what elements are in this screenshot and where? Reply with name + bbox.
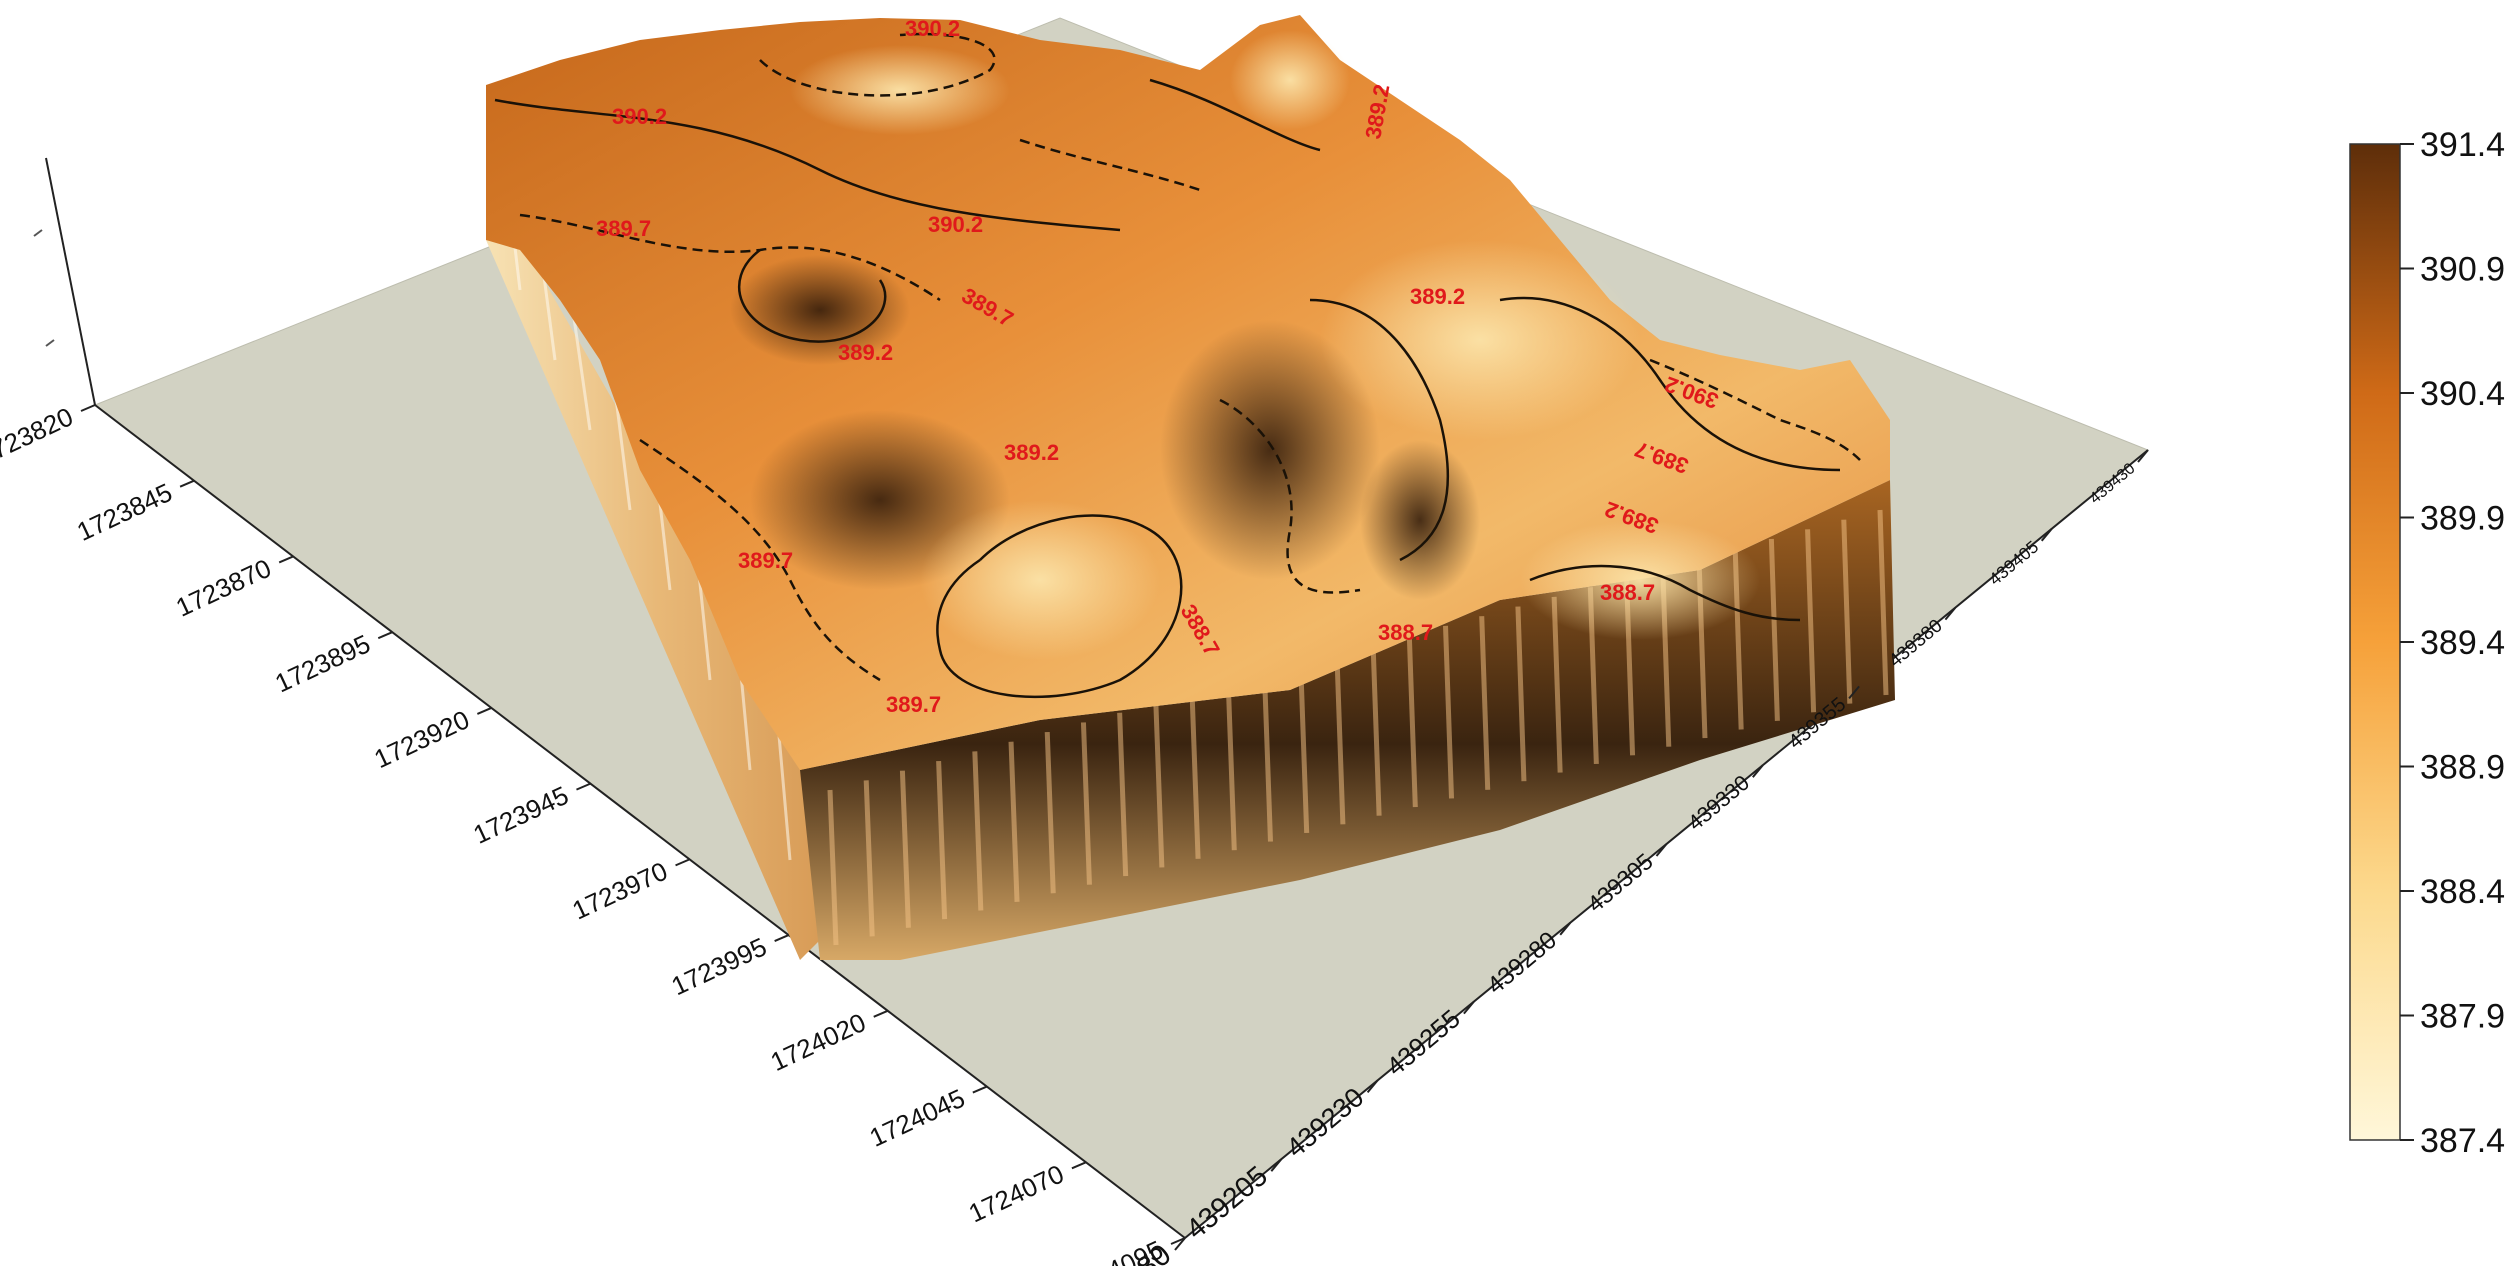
contour-lines (494, 32, 1861, 699)
wall-ridge (1044, 731, 1056, 894)
contour-label: 389.2 (838, 340, 893, 365)
x-axis-tick (1752, 764, 1764, 778)
y-axis-tick-label: 1724045 (865, 1083, 969, 1153)
colorbar-tick-label: 391.4 (2420, 126, 2505, 164)
y-axis-tick (576, 782, 591, 791)
contour-label: 389.2 (1410, 284, 1465, 309)
x-axis-tick (1174, 1237, 1186, 1251)
x-axis-tick (1559, 922, 1571, 936)
contour-label: 388.7 (1378, 620, 1433, 645)
y-axis-tick-label: 1723820 (0, 401, 78, 471)
z-axis-line (45, 157, 96, 406)
x-axis-tick (1463, 1000, 1475, 1015)
y-axis-tick (1071, 1161, 1087, 1170)
y-axis-tick-label: 1723970 (568, 856, 672, 926)
wall-ridge (1189, 693, 1201, 859)
y-axis-tick (179, 479, 195, 488)
contour-label: 389.7 (596, 216, 651, 241)
y-axis-tick-label: 1724070 (964, 1159, 1068, 1229)
y-axis-tick (278, 555, 294, 564)
y-axis-tick (377, 631, 393, 640)
x-axis-tick (1848, 685, 1860, 700)
y-axis-tick-label: 1723995 (667, 931, 771, 1001)
x-axis-tick (1270, 1158, 1283, 1172)
colorbar-tick-label: 388.4 (2420, 873, 2505, 911)
wall-ridge (972, 751, 984, 911)
y-axis-tick-label: 1723845 (72, 477, 176, 547)
y-axis-tick-label: 1724020 (766, 1007, 870, 1077)
wall-ridge (863, 780, 875, 937)
x-axis-tick (1366, 1079, 1379, 1094)
x-axis-tick (1944, 606, 1957, 621)
wall-ridge (1225, 683, 1237, 851)
colorbar-tick-label: 388.9 (2420, 749, 2505, 787)
wall-ridge (1370, 645, 1382, 816)
y-axis-tick (1170, 1237, 1186, 1245)
wall-ridge (1298, 664, 1310, 834)
x-axis-tick (2137, 449, 2149, 463)
y-axis-tick (774, 934, 790, 943)
y-axis-tick (972, 1085, 988, 1094)
wall-ridge (1261, 674, 1273, 842)
wall-ridge (936, 760, 948, 920)
wall-ridge (1334, 654, 1346, 825)
wall-ridge (1479, 616, 1491, 790)
surface-shading (730, 30, 1760, 660)
contour-label: 390.2 (905, 16, 960, 41)
colorbar-tick-label: 390.4 (2420, 375, 2505, 413)
y-axis-tick-label: 1723920 (369, 704, 473, 774)
wall-ridge (827, 789, 839, 946)
colorbar-tick-label: 387.9 (2420, 998, 2505, 1036)
wall-ridge (1841, 519, 1853, 704)
colorbar-tick-label: 389.9 (2420, 500, 2505, 538)
contour-label: 388.7 (1600, 580, 1655, 605)
y-axis-tick (476, 706, 492, 715)
wall-ridge (1515, 606, 1527, 782)
wall-ridge (1117, 712, 1129, 877)
wall-ridge (899, 770, 911, 928)
contour-label: 390.2 (928, 212, 983, 237)
wall-ridge (1153, 703, 1165, 868)
contour-label: 389.7 (886, 692, 941, 717)
contour-label: 390.2 (612, 104, 667, 129)
y-axis-tick (80, 404, 96, 412)
colorbar: 387.4 387.9 388.4 388.9 389.4 389.9 390.4 390.9… (2349, 126, 2505, 1160)
z-axis-ticks (33, 229, 55, 347)
y-axis-tick-label: 1723945 (469, 780, 573, 850)
wall-ridge (1877, 509, 1889, 696)
wall-ridge (1805, 529, 1817, 713)
x-axis-tick (1655, 843, 1668, 857)
contour-label: 389.7 (738, 548, 793, 573)
colorbar-tick-label: 389.4 (2420, 624, 2505, 662)
wall-ridge (1406, 635, 1418, 808)
y-axis-tick-label: 1723870 (171, 553, 275, 623)
y-axis-line (94, 404, 1186, 1239)
wall-ridge (1551, 596, 1563, 773)
wall-ridge (1443, 625, 1455, 799)
colorbar-tick-label: 390.9 (2420, 251, 2505, 289)
y-axis-tick (675, 858, 690, 867)
surface-left-wall (486, 85, 830, 960)
y-axis-tick (873, 1009, 889, 1018)
contour-label: 389.2 (1004, 440, 1059, 465)
wall-ridge (1768, 538, 1780, 721)
y-axis-tick-label: 1723895 (270, 628, 374, 698)
colorbar-ticks: 387.4 387.9 388.4 388.9 389.4 389.9 390.4 390.9… (2400, 126, 2505, 1160)
wall-ridge (1008, 741, 1020, 902)
colorbar-tick-label: 387.4 (2420, 1122, 2505, 1160)
wall-ridge (1080, 722, 1092, 885)
x-axis-tick (2040, 528, 2053, 542)
colorbar-gradient-bar (2349, 143, 2401, 1141)
